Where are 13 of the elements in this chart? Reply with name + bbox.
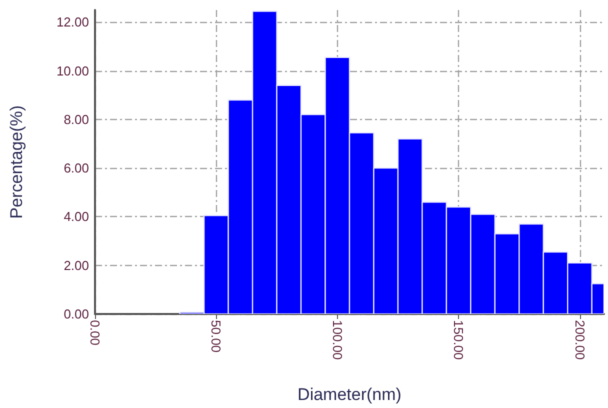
y-tick-label: 10.00 xyxy=(56,63,89,78)
x-tick-label: 150.00 xyxy=(451,320,466,360)
y-tick-label: 8.00 xyxy=(64,112,89,127)
x-tick-label: 200.00 xyxy=(572,320,588,360)
y-axis-title: Percentage(%) xyxy=(7,105,26,219)
y-tick-label: 0.00 xyxy=(64,306,89,322)
y-tick-label: 6.00 xyxy=(64,160,89,176)
x-tick-label: 100.00 xyxy=(330,320,345,360)
y-tick-label: 12.00 xyxy=(56,14,89,30)
x-axis-title: Diameter(nm) xyxy=(298,385,402,404)
y-tick-label: 4.00 xyxy=(64,209,89,224)
x-tick-label: 50.00 xyxy=(208,320,224,353)
y-tick-label: 2.00 xyxy=(64,258,89,273)
